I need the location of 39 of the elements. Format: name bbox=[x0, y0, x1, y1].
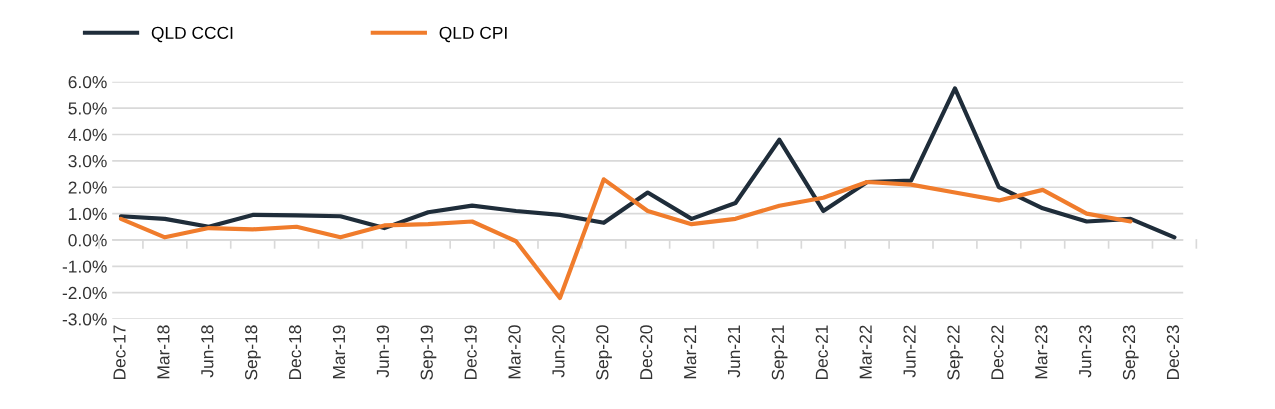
y-tick-label: -2.0% bbox=[62, 286, 107, 300]
x-tick-label: Mar-18 bbox=[157, 325, 170, 379]
x-tick-label: Jun-20 bbox=[552, 325, 565, 378]
x-tick-label: Mar-19 bbox=[332, 325, 346, 379]
x-tick-label: Dec-17 bbox=[113, 325, 126, 380]
x-tick-label: Dec-21 bbox=[815, 325, 828, 380]
y-tick-label: -1.0% bbox=[62, 260, 107, 273]
x-tick-label: Sep-23 bbox=[1122, 325, 1139, 380]
x-tick-label: Mar-22 bbox=[859, 325, 872, 379]
x-tick-label: Dec-19 bbox=[464, 325, 477, 380]
x-tick-label: Sep-19 bbox=[420, 325, 437, 380]
x-tick-label: Dec-23 bbox=[1166, 325, 1180, 380]
x-tick-label: Dec-18 bbox=[288, 325, 302, 380]
x-tick-label: Dec-22 bbox=[991, 325, 1004, 380]
y-tick-label: 4.0% bbox=[68, 128, 107, 141]
x-tick-label: Sep-20 bbox=[596, 325, 612, 380]
y-tick-label: 2.0% bbox=[68, 181, 107, 194]
x-tick-label: Dec-20 bbox=[640, 325, 653, 380]
x-tick-label: Jun-19 bbox=[376, 325, 389, 378]
legend-label: QLD CCCI bbox=[151, 26, 233, 43]
x-tick-label: Jun-23 bbox=[1079, 325, 1092, 378]
y-tick-label: -3.0% bbox=[62, 313, 107, 326]
legend-label: QLD CPI bbox=[439, 26, 507, 43]
line-series bbox=[118, 177, 1133, 301]
y-tick-label: 1.0% bbox=[69, 207, 107, 221]
y-tick-label: 6.0% bbox=[68, 75, 107, 89]
y-tick-label: 0.0% bbox=[68, 234, 107, 247]
y-tick-label: 3.0% bbox=[68, 155, 107, 168]
x-tick-label: Jun-22 bbox=[903, 325, 916, 378]
y-tick-label: 5.0% bbox=[68, 102, 107, 115]
x-tick-label: Jun-18 bbox=[201, 325, 214, 378]
x-tick-label: Mar-23 bbox=[1035, 325, 1048, 379]
line-series bbox=[118, 86, 1177, 240]
x-tick-label: Sep-21 bbox=[771, 325, 788, 380]
x-tick-label: Sep-22 bbox=[947, 325, 964, 380]
x-tick-label: Jun-21 bbox=[727, 325, 741, 378]
x-tick-label: Mar-21 bbox=[683, 325, 697, 379]
x-tick-label: Mar-20 bbox=[508, 325, 521, 379]
x-tick-label: Sep-18 bbox=[245, 325, 261, 380]
